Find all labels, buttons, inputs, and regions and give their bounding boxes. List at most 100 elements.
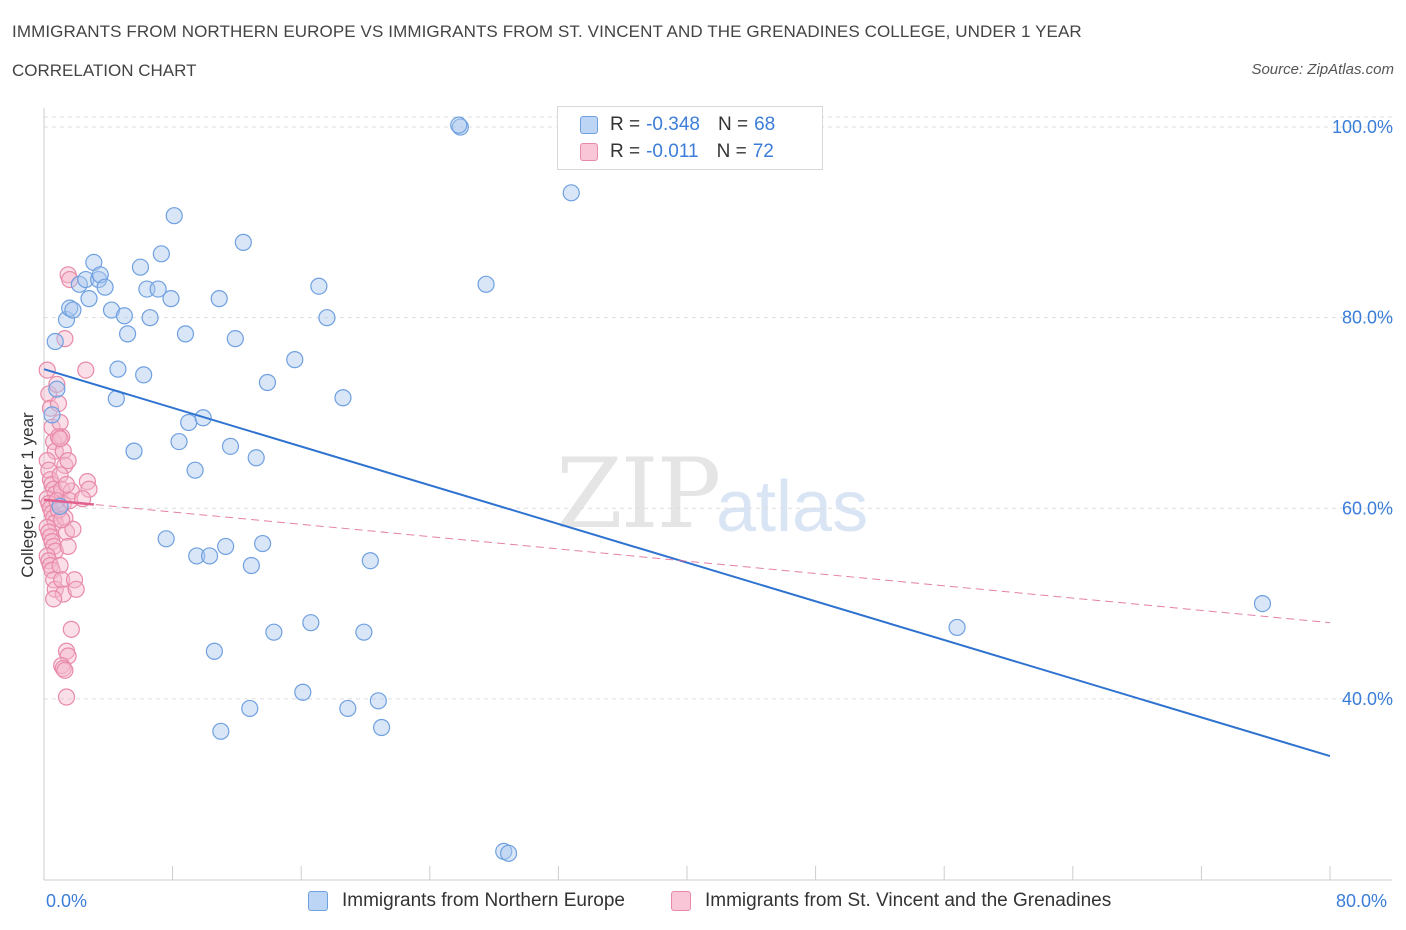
y-tick-label: 100.0% (1332, 117, 1393, 137)
blue-data-point (212, 722, 230, 740)
legend-r-value: -0.348 (646, 114, 700, 135)
x-tick-label-max: 80.0% (1336, 891, 1388, 911)
blue-data-point (149, 280, 167, 298)
blue-data-point (241, 699, 259, 718)
blue-data-point (318, 309, 336, 327)
blue-data-point (450, 116, 468, 134)
chart-subtitle: CORRELATION CHART (12, 61, 197, 80)
y-tick-label: 60.0% (1342, 498, 1393, 518)
pink-data-point (53, 656, 71, 675)
pink-data-point (67, 580, 85, 598)
blue-data-point (170, 432, 188, 451)
blue-data-point (165, 207, 183, 225)
blue-data-point (286, 351, 304, 369)
blue-data-point (125, 442, 143, 460)
grid-layer (44, 116, 1392, 700)
pink-swatch-icon (671, 891, 691, 911)
pink-data-point (51, 430, 69, 448)
legend-n-value: 68 (754, 114, 776, 135)
blue-data-point (948, 618, 966, 637)
pink-series-points (38, 266, 98, 706)
blue-data-point (188, 547, 206, 565)
pink-data-point (77, 361, 95, 379)
blue-data-point (310, 277, 328, 295)
blue-data-point (118, 325, 137, 343)
blue-data-point (372, 718, 391, 737)
pink-swatch-icon (580, 143, 598, 161)
pink-data-point (53, 571, 71, 589)
bottom-legend-blue: Immigrants from Northern Europe (308, 890, 625, 912)
blue-data-point (258, 373, 277, 392)
x-tick-label-min: 0.0% (46, 891, 88, 911)
blue-data-point (242, 556, 260, 575)
blue-data-point (339, 699, 357, 718)
pink-data-point (56, 330, 74, 348)
blue-data-point (355, 623, 373, 641)
blue-data-point (176, 325, 195, 343)
blue-data-point (43, 406, 61, 424)
legend-r-label: R = (610, 141, 641, 162)
pink-trend-line-dashed (43, 499, 1331, 624)
y-tick-labels: 40.0% 60.0% 80.0% 100.0% (1332, 117, 1393, 709)
blue-data-point (265, 623, 283, 641)
blue-data-point (205, 642, 223, 660)
blue-data-point (562, 184, 580, 202)
blue-swatch-icon (308, 891, 328, 911)
blue-data-point (135, 366, 153, 384)
blue-data-point (152, 245, 170, 263)
y-tick-label: 40.0% (1342, 689, 1393, 709)
pink-data-point (57, 475, 76, 494)
blue-data-point (361, 552, 379, 570)
pink-data-point (51, 556, 69, 575)
blue-data-point (221, 437, 240, 455)
bottom-legend-blue-label: Immigrants from Northern Europe (342, 890, 625, 911)
blue-data-point (131, 258, 150, 276)
pink-data-point (53, 511, 71, 529)
blue-data-point (234, 233, 252, 251)
blue-data-point (48, 380, 66, 398)
legend-n-label: N = (716, 141, 747, 162)
bottom-legend: Immigrants from Northern Europe Immigran… (0, 890, 1406, 916)
blue-data-point (46, 332, 64, 351)
pink-data-point (80, 480, 98, 498)
blue-data-point (247, 449, 265, 467)
y-axis-label: College, Under 1 year (18, 412, 37, 578)
pink-data-point (51, 466, 69, 484)
source-label: Source: ZipAtlas.com (1251, 61, 1394, 78)
blue-data-point (499, 844, 518, 862)
blue-data-point (64, 301, 82, 319)
legend-row-blue: R = -0.348 N = 68 (580, 112, 775, 138)
legend-n-value: 72 (752, 141, 774, 162)
blue-data-point (186, 461, 204, 479)
axes-layer (43, 108, 1392, 881)
pink-data-point (48, 375, 66, 393)
blue-series-points (43, 116, 1272, 862)
blue-data-point (302, 614, 320, 632)
trend-layer (43, 368, 1331, 758)
bottom-legend-pink-label: Immigrants from St. Vincent and the Gren… (705, 890, 1112, 911)
blue-data-point (200, 547, 219, 565)
legend-r-value: -0.011 (646, 141, 699, 162)
chart-title: IMMIGRANTS FROM NORTHERN EUROPE VS IMMIG… (12, 22, 1082, 41)
pink-data-point (59, 537, 77, 556)
pink-data-point (64, 520, 82, 538)
legend-n-label: N = (717, 114, 749, 135)
blue-data-point (226, 330, 244, 348)
blue-data-point (141, 309, 159, 327)
bottom-legend-pink: Immigrants from St. Vincent and the Gren… (671, 890, 1111, 912)
blue-swatch-icon (580, 116, 598, 134)
blue-data-point (80, 290, 98, 308)
blue-trend-line (43, 368, 1331, 758)
blue-data-point (210, 290, 228, 308)
pink-data-point (56, 661, 74, 679)
legend-row-pink: R = -0.011 N = 72 (580, 139, 774, 165)
blue-data-point (217, 537, 235, 556)
stats-legend: R = -0.348 N = 68 R = -0.011 N = 72 (557, 106, 823, 170)
blue-data-point (254, 534, 272, 553)
blue-data-point (477, 275, 495, 293)
watermark-atlas: atlas (716, 467, 869, 547)
y-tick-label: 80.0% (1342, 308, 1393, 328)
pink-data-point (41, 399, 60, 417)
pink-data-point (54, 585, 72, 603)
